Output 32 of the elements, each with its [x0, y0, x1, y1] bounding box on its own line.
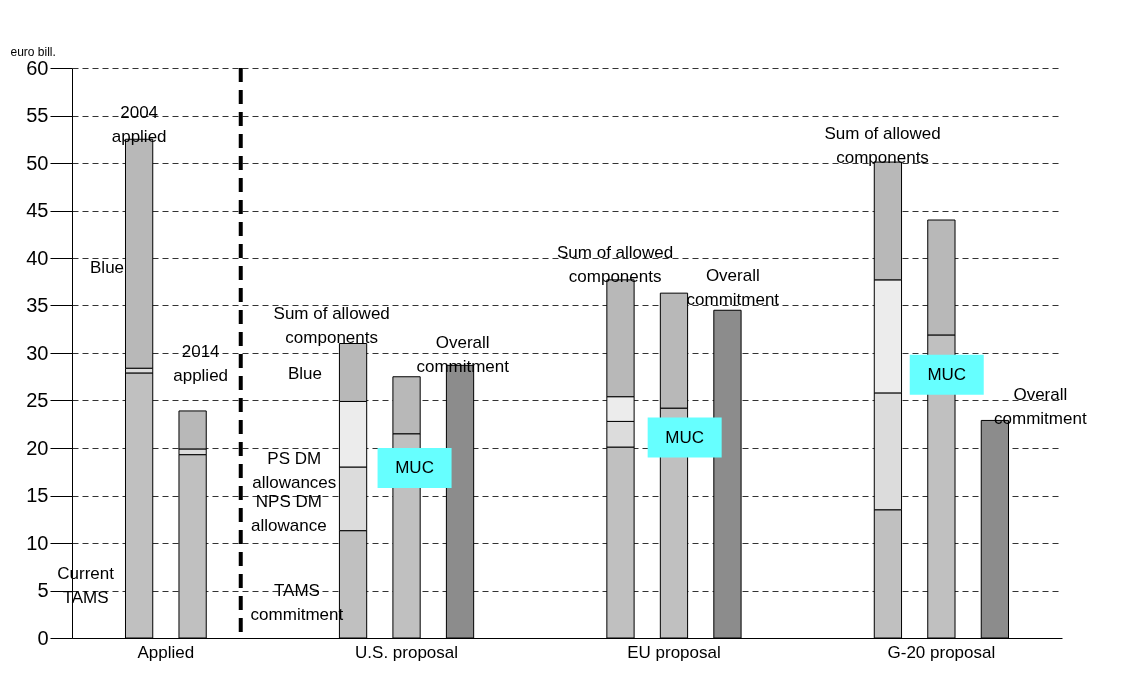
y-axis-title: euro bill. — [10, 44, 56, 59]
y-tick-label: 25 — [26, 389, 49, 411]
y-tick-label: 50 — [26, 151, 49, 174]
y-tick-label: 55 — [26, 104, 49, 126]
annotation: NPS DM allowance — [251, 492, 327, 536]
text: Blue — [90, 257, 125, 277]
annotation: Overall commitment — [994, 384, 1087, 428]
y-tick-label: 10 — [26, 531, 49, 554]
annotation: MUC — [665, 427, 705, 447]
x-tick-label: Applied — [137, 642, 195, 662]
y-tick-label: 0 — [37, 626, 49, 649]
y-tick-label: 35 — [26, 294, 49, 316]
annotation: Sum of allowed components — [557, 243, 674, 287]
x-tick-label: U.S. proposal — [355, 642, 459, 662]
y-tick-label: 5 — [37, 579, 49, 601]
annotation: Sum of allowed components — [273, 304, 390, 348]
annotation: Blue — [287, 363, 322, 383]
annotation: Sum of allowed components — [824, 123, 941, 167]
y-tick-label: 40 — [26, 246, 49, 269]
annotation: 2014 applied — [173, 342, 229, 386]
y-tick-label: 30 — [26, 341, 49, 364]
y-tick-label: 15 — [26, 484, 49, 506]
annotation: MUC — [927, 364, 967, 384]
y-tick-label: 20 — [26, 436, 49, 459]
x-tick-label: EU proposal — [627, 642, 721, 662]
y-tick-label: 60 — [26, 56, 49, 79]
annotation: 2004 applied — [111, 102, 167, 146]
y-tick-label: 45 — [26, 199, 49, 221]
annotation: Overall commitment — [416, 332, 510, 376]
annotation: MUC — [395, 457, 434, 477]
annotation: PS DM allowances — [252, 449, 337, 493]
x-tick-label: G-20 proposal — [887, 642, 996, 662]
